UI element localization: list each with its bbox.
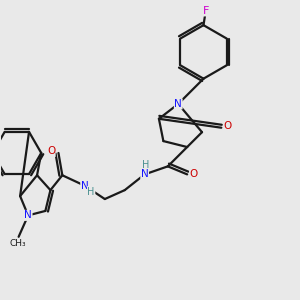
Text: N: N [141,169,148,179]
Text: N: N [24,210,32,220]
Text: N: N [174,99,182,109]
Text: N: N [81,181,88,191]
Text: F: F [202,6,209,16]
Text: O: O [224,121,232,131]
Text: H: H [142,160,149,170]
Text: O: O [47,146,55,157]
Text: O: O [190,169,198,179]
Text: H: H [88,187,95,196]
Text: CH₃: CH₃ [10,239,26,248]
